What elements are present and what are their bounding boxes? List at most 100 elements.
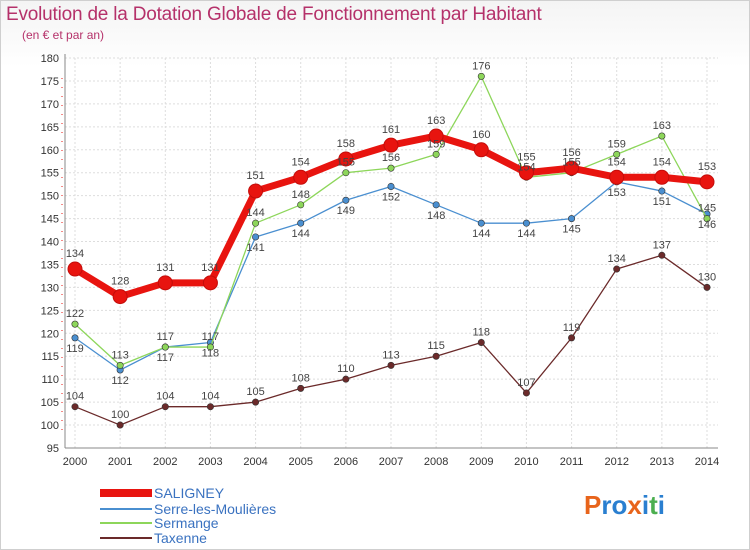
data-label-taxenne: 104 [201, 391, 219, 403]
logo-letter: i [657, 490, 665, 520]
data-label-serre-les-mouli-res: 151 [653, 196, 671, 208]
data-point-saligney [564, 160, 580, 176]
data-point-taxenne [161, 403, 169, 411]
data-label-serre-les-mouli-res: 112 [111, 375, 129, 387]
data-point-saligney [609, 169, 625, 185]
y-tick-label: 155 [41, 168, 59, 180]
data-point-saligney [67, 261, 83, 277]
data-point-taxenne [206, 403, 214, 411]
data-label-serre-les-mouli-res: 149 [337, 205, 355, 217]
data-label-saligney: 154 [608, 156, 626, 168]
data-label-saligney: 156 [562, 147, 580, 159]
logo-letter: i [641, 490, 650, 520]
data-label-serre-les-mouli-res: 146 [698, 219, 716, 231]
y-tick-label: 180 [41, 53, 59, 65]
data-label-taxenne: 104 [156, 391, 174, 403]
data-label-sermange: 117 [157, 331, 175, 343]
data-point-saligney [112, 289, 128, 305]
y-tick-label: 125 [41, 305, 59, 317]
data-point-taxenne [522, 389, 530, 397]
series-lines [67, 72, 715, 429]
x-tick-label: 2012 [604, 456, 628, 468]
y-tick-label: 165 [41, 122, 59, 134]
data-point-sermange [342, 169, 350, 177]
data-label-sermange: 155 [562, 157, 580, 169]
grid-lines [65, 57, 718, 449]
data-point-serre-les-mouli-res [568, 215, 576, 223]
data-label-saligney: 151 [246, 170, 264, 182]
data-label-sermange: 159 [427, 138, 445, 150]
data-label-sermange: 155 [337, 157, 355, 169]
data-label-taxenne: 118 [473, 326, 491, 338]
data-point-serre-les-mouli-res [658, 187, 666, 195]
data-point-saligney [248, 183, 264, 199]
chart-subtitle: (en € et par an) [22, 28, 105, 42]
data-point-taxenne [342, 375, 350, 383]
data-point-saligney [518, 165, 534, 181]
data-point-saligney [699, 174, 715, 190]
data-label-saligney: 153 [698, 161, 716, 173]
y-tick-label: 105 [41, 397, 59, 409]
x-tick-label: 2014 [695, 456, 719, 468]
legend-item-serre-les-moulieres: Serre-les-Moulières [100, 501, 276, 517]
data-label-sermange: 148 [292, 189, 310, 201]
data-label-serre-les-mouli-res: 144 [517, 228, 535, 240]
x-tick-label: 2007 [379, 456, 403, 468]
data-point-sermange [161, 343, 169, 351]
y-tick-label: 135 [41, 259, 59, 271]
legend-label-sermange: Sermange [154, 515, 219, 531]
data-label-saligney: 131 [201, 262, 219, 274]
data-point-taxenne [658, 251, 666, 259]
data-label-taxenne: 108 [292, 372, 310, 384]
data-label-taxenne: 137 [653, 239, 671, 251]
proxiti-logo: Proxiti [584, 490, 665, 521]
data-label-serre-les-mouli-res: 144 [292, 228, 310, 240]
data-label-serre-les-mouli-res: 141 [246, 242, 264, 254]
data-label-taxenne: 113 [382, 349, 400, 361]
x-tick-label: 2013 [650, 456, 674, 468]
data-point-saligney [202, 275, 218, 291]
data-point-sermange [252, 219, 260, 227]
data-label-saligney: 155 [517, 152, 535, 164]
data-label-taxenne: 105 [246, 386, 264, 398]
data-label-sermange: 176 [472, 60, 490, 72]
x-tick-label: 2003 [198, 456, 222, 468]
data-label-taxenne: 134 [608, 253, 626, 265]
data-point-taxenne [116, 421, 124, 429]
y-tick-label: 120 [41, 328, 59, 340]
data-point-taxenne [71, 403, 79, 411]
x-tick-label: 2011 [560, 456, 584, 468]
x-tick-label: 2006 [334, 456, 358, 468]
logo-letter: r [601, 490, 612, 520]
y-tick-label: 100 [41, 420, 59, 432]
data-labels: 119 112 117 118 141 144 149 152 148 144 144 145 153 1… [66, 60, 716, 421]
data-label-serre-les-mouli-res: 119 [66, 343, 84, 355]
data-point-taxenne [252, 398, 260, 406]
data-point-serre-les-mouli-res [432, 201, 440, 209]
data-label-serre-les-mouli-res: 152 [382, 191, 400, 203]
data-label-sermange: 117 [202, 331, 220, 343]
data-point-taxenne [613, 265, 621, 273]
x-tick-label: 2001 [108, 456, 132, 468]
logo-letter: o [611, 490, 628, 520]
data-point-sermange [297, 201, 305, 209]
data-label-sermange: 145 [698, 203, 716, 215]
x-tick-label: 2000 [63, 456, 87, 468]
data-label-taxenne: 130 [698, 271, 716, 283]
data-label-saligney: 154 [653, 156, 671, 168]
y-tick-label: 150 [41, 191, 59, 203]
data-label-sermange: 144 [246, 207, 264, 219]
data-point-saligney [338, 151, 354, 167]
data-point-sermange [116, 361, 124, 369]
data-point-taxenne [387, 361, 395, 369]
x-tick-label: 2005 [288, 456, 312, 468]
data-point-serre-les-mouli-res [252, 233, 260, 241]
data-label-saligney: 158 [337, 138, 355, 150]
data-label-serre-les-mouli-res: 144 [472, 228, 490, 240]
y-tick-label: 170 [41, 99, 59, 111]
legend-swatch-saligney [100, 489, 152, 497]
data-label-sermange: 159 [608, 138, 626, 150]
data-label-serre-les-mouli-res: 117 [157, 352, 175, 364]
data-point-serre-les-mouli-res [297, 219, 305, 227]
